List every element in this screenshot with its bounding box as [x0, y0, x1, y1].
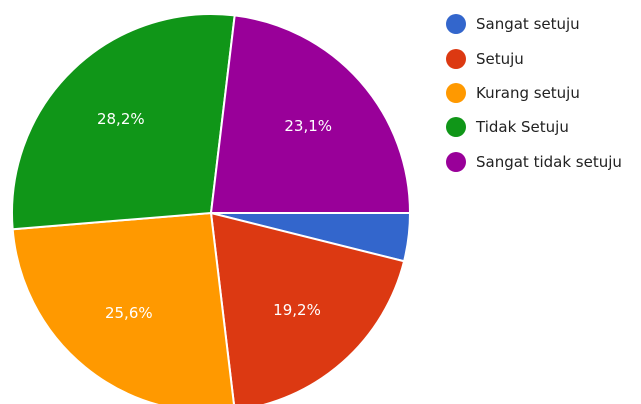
legend-label: Tidak Setuju	[476, 118, 569, 137]
legend: Sangat setuju Setuju Kurang setuju Tidak Se…	[446, 7, 622, 179]
legend-swatch-icon	[446, 82, 466, 103]
legend-swatch-icon	[446, 14, 466, 35]
legend-swatch-icon	[446, 117, 466, 138]
legend-swatch-icon	[446, 151, 466, 172]
legend-item: Sangat tidak setuju	[446, 145, 622, 179]
slice-percent-label: 23,1%	[284, 117, 332, 135]
slice-percent-label: 28,2%	[97, 110, 145, 128]
legend-item: Tidak Setuju	[446, 110, 622, 144]
legend-item: Kurang setuju	[446, 76, 622, 110]
legend-label: Sangat tidak setuju	[476, 152, 622, 171]
pie-slice-kurang-setuju	[11, 211, 235, 404]
slice-percent-label: 25,6%	[105, 304, 153, 322]
pie-slice-tidak-setuju	[11, 13, 236, 231]
legend-label: Sangat setuju	[476, 15, 580, 34]
legend-label: Kurang setuju	[476, 83, 580, 102]
pie-chart: 19,2% 25,6% 28,2% 23,1%	[11, 13, 412, 404]
legend-swatch-icon	[446, 48, 466, 69]
legend-label: Setuju	[476, 49, 524, 68]
pie-slice-setuju	[209, 211, 406, 404]
pie-slice-sangat-tidak-setuju	[209, 14, 412, 214]
slice-percent-label: 19,2%	[273, 301, 321, 319]
legend-item: Setuju	[446, 41, 622, 75]
legend-item: Sangat setuju	[446, 7, 622, 41]
